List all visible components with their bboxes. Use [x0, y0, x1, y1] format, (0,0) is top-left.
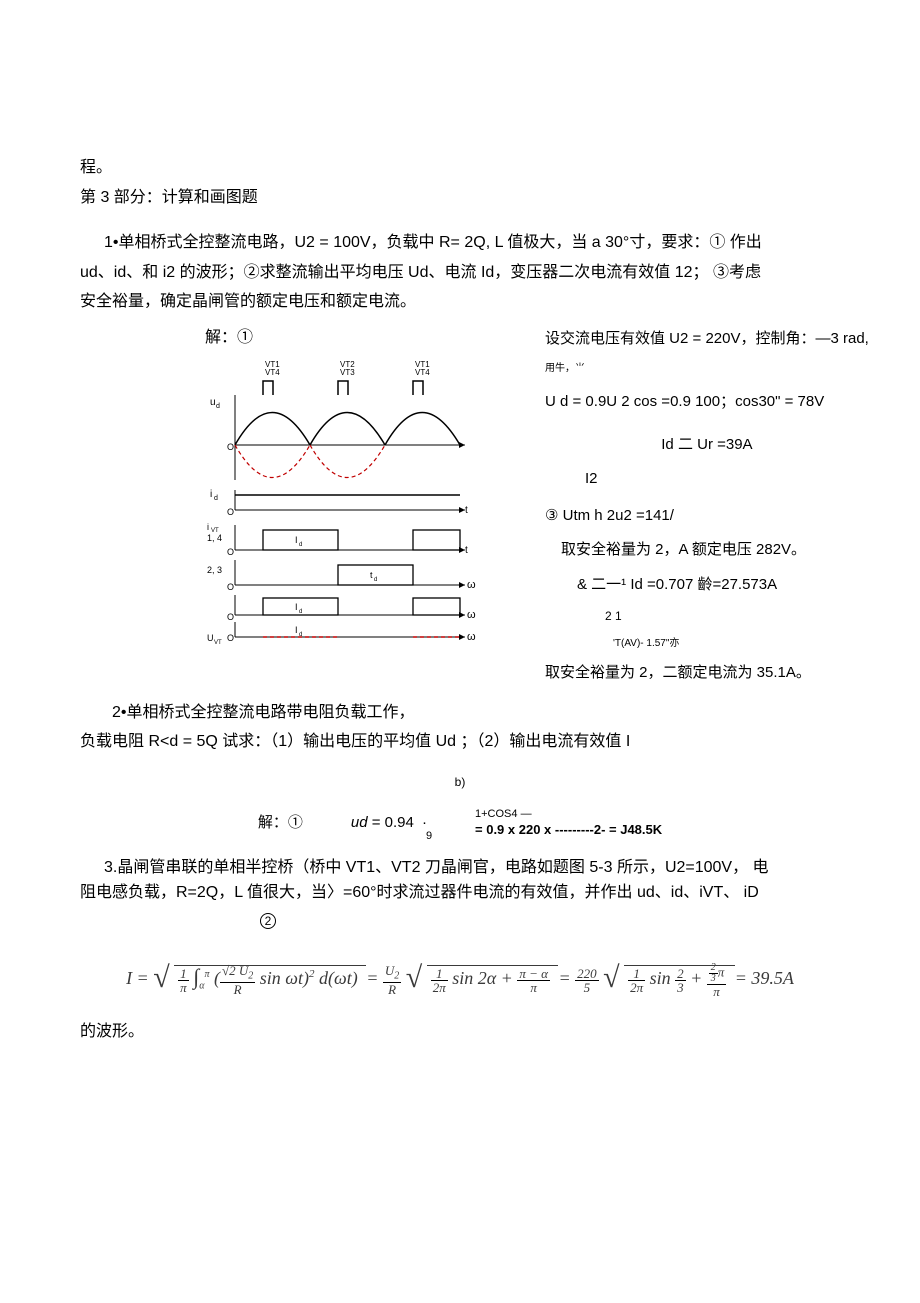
sine-dash-1	[235, 445, 310, 478]
svg-text:I: I	[295, 535, 298, 545]
waveform-diagram: 解：① VT1 VT4 VT2 VT3 VT1 VT4 ud O	[205, 325, 505, 653]
eq1-equals: = 0.94	[372, 814, 414, 831]
svg-text:t: t	[370, 570, 373, 580]
sine-hump-1	[235, 412, 310, 445]
section-title: 第 3 部分：计算和画图题	[80, 185, 840, 211]
svg-text:t: t	[465, 545, 468, 556]
trigger-pulses	[263, 381, 423, 395]
problem-3-line2: 阻电感负载，R=2Q，L 值很大，当〉=60°时求流过器件电流的有效值，并作出 …	[80, 880, 840, 906]
sol-line-1: U d = 0.9U 2 cos =0.9 100；cos30" = 78V	[545, 388, 869, 417]
svg-text:O: O	[227, 547, 234, 557]
axis-label-ud: u	[210, 397, 216, 408]
sol-line-5c: 'T(AV)- 1.57"亦	[613, 634, 869, 653]
p1-line1: 1•单相桥式全控整流电路，U2 = 100V，负载中 R= 2Q, L 值极大，…	[80, 230, 840, 256]
svg-text:I: I	[295, 602, 298, 612]
svg-text:VT4: VT4	[265, 368, 280, 377]
svg-text:O: O	[227, 633, 234, 643]
sol-line-6: 取安全裕量为 2，二额定电流为 35.1A。	[545, 659, 869, 688]
problem-3-footer: 的波形。	[80, 1019, 840, 1045]
p1-line3: 安全裕量，确定晶闸管的额定电压和额定电流。	[80, 289, 840, 315]
svg-text:d: d	[214, 495, 218, 502]
problem-1: 1•单相桥式全控整流电路，U2 = 100V，负载中 R= 2Q, L 值极大，…	[80, 230, 840, 315]
sol-line-2b: I2	[585, 465, 869, 494]
solution-label: 解：①	[205, 325, 505, 351]
svg-text:1, 4: 1, 4	[207, 533, 222, 543]
svg-text:d: d	[299, 542, 302, 548]
svg-text:ω: ω	[467, 631, 476, 643]
axis-label-i23: 2, 3	[207, 565, 222, 575]
axis-label-id: i	[210, 489, 212, 500]
sol-line-5: & 二一¹ Id =0.707 齡=27.573A	[577, 571, 869, 600]
problem-2-line1: 2•单相桥式全控整流电路带电阻负载工作，	[80, 700, 840, 726]
circle-2: 2	[260, 913, 276, 929]
svg-text:VT: VT	[214, 640, 222, 645]
pre-fragment: 程。	[80, 155, 840, 181]
axis-label-ivt: i	[207, 522, 209, 532]
waveform-svg: VT1 VT4 VT2 VT3 VT1 VT4 ud O	[205, 355, 485, 645]
eq1-right: = 0.9 x 220 x ---------2- = J48.5K	[475, 822, 662, 837]
problem-2-line2: 负载电阻 R<d = 5Q 试求：（1）输出电压的平均值 Ud ；（2）输出电流…	[80, 729, 840, 755]
eq1-ud: ud	[351, 814, 368, 831]
equation-integral: I = √ 1π ∫απ (√2 U2R sin ωt)2 d(ωt) = U2…	[80, 951, 840, 999]
svg-text:d: d	[374, 577, 377, 583]
svg-text:d: d	[299, 609, 302, 615]
problem-3-line1: 3.晶闸管串联的单相半控桥（桥中 VT1、VT2 刀晶闸官，电路如题图 5-3 …	[80, 855, 840, 881]
svg-text:t: t	[465, 505, 468, 516]
svg-text:ω: ω	[467, 579, 476, 591]
p1-line2: ud、id、和 i2 的波形；②求整流输出平均电压 Ud、电流 Id，变压器二次…	[80, 260, 840, 286]
sol-line-4: 取安全裕量为 2，A 额定电压 282V。	[561, 536, 869, 565]
p1-solution-row: 解：① VT1 VT4 VT2 VT3 VT1 VT4 ud O	[80, 325, 840, 694]
svg-text:ω: ω	[467, 609, 476, 621]
svg-text:O: O	[227, 582, 234, 592]
svg-text:O: O	[227, 612, 234, 622]
svg-text:O: O	[227, 507, 234, 517]
solution-equations: 设交流电压有效值 U2 = 220V，控制角：—3 rad, 用牛，⺌ U d …	[545, 325, 869, 694]
sol-line-5b: 2 1	[605, 605, 869, 628]
svg-text:d: d	[216, 403, 220, 410]
axis-label-uvt: U	[207, 633, 214, 643]
eq1-label: 解：①	[258, 811, 303, 835]
svg-text:I: I	[295, 625, 298, 635]
sol-line-3: ③ Utm h 2u2 =141/	[545, 502, 869, 531]
sol-line-0b: 用牛，⺌	[545, 359, 869, 378]
svg-text:O: O	[227, 442, 234, 452]
sub-b-label: b)	[80, 773, 840, 792]
svg-text:VT4: VT4	[415, 368, 430, 377]
equation-row-1: 解：① ud = 0.94 ·9 1+COS4 — = 0.9 x 220 x …	[80, 806, 840, 840]
sol-line-2: Id 二 Ur =39A	[545, 431, 869, 460]
sol-line-0: 设交流电压有效值 U2 = 220V，控制角：—3 rad,	[545, 325, 869, 354]
svg-text:VT3: VT3	[340, 368, 355, 377]
